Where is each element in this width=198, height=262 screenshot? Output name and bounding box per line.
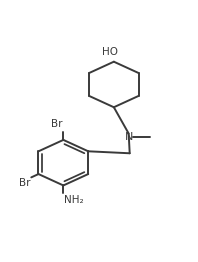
Text: N: N: [125, 132, 133, 142]
Text: NH₂: NH₂: [64, 195, 84, 205]
Text: Br: Br: [19, 178, 30, 188]
Text: HO: HO: [102, 47, 118, 57]
Text: Br: Br: [51, 119, 62, 129]
